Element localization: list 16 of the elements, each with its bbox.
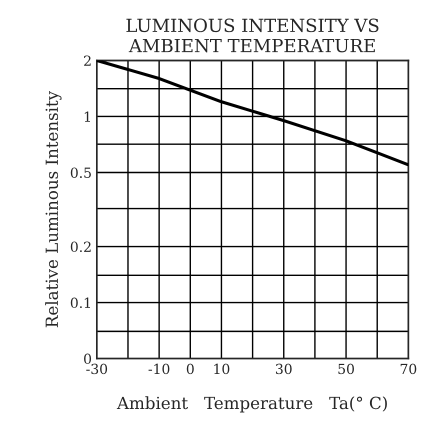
y-tick-label: 0: [84, 354, 92, 364]
x-tick-label: 10: [214, 364, 230, 374]
x-tick-label: 70: [400, 364, 416, 374]
x-tick-label: 30: [276, 364, 292, 374]
y-tick-label: 2: [84, 55, 91, 66]
chart-title: LUMINOUS INTENSITY VS AMBIENT TEMPERATURE: [126, 18, 378, 52]
x-tick-label: -30: [86, 364, 108, 374]
x-tick-label: -10: [148, 364, 170, 374]
x-axis-title: Ambient Temperature Ta(° C): [116, 396, 387, 412]
y-axis-title: Relative Luminous Intensity: [45, 90, 62, 328]
y-tick-label: 0.1: [70, 298, 90, 308]
x-tick-label: 50: [338, 364, 354, 374]
x-tick-label: 0: [186, 364, 194, 374]
y-tick-label: 1: [84, 111, 90, 122]
y-tick-label: 0.2: [70, 242, 91, 252]
y-tick-label: 0.5: [70, 167, 91, 178]
